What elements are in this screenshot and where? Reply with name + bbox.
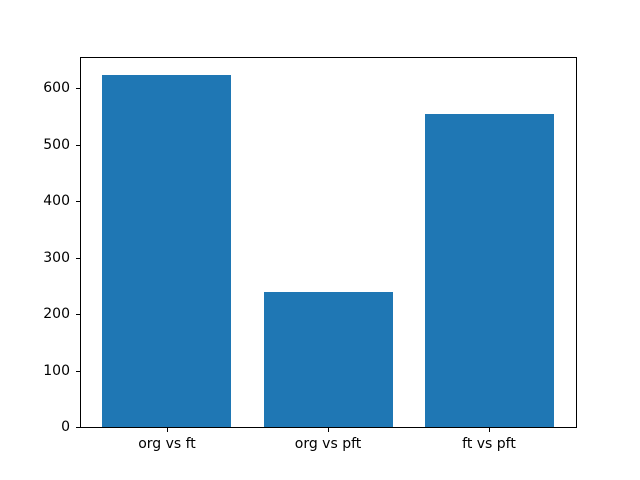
y-tick-mark — [76, 88, 80, 89]
x-tick-label: ft vs pft — [462, 436, 516, 452]
x-tick-label: org vs ft — [138, 436, 196, 452]
y-tick-label: 400 — [43, 193, 70, 209]
y-tick-mark — [76, 371, 80, 372]
x-tick-label: org vs pft — [294, 436, 362, 452]
y-tick-label: 600 — [43, 80, 70, 96]
y-tick-mark — [76, 314, 80, 315]
x-tick-mark — [328, 428, 329, 432]
y-tick-label: 100 — [43, 363, 70, 379]
y-tick-label: 200 — [43, 306, 70, 322]
x-tick-mark — [167, 428, 168, 432]
y-tick-label: 0 — [61, 419, 70, 435]
y-tick-mark — [76, 258, 80, 259]
bar — [425, 114, 554, 427]
y-tick-label: 500 — [43, 137, 70, 153]
bar — [264, 292, 393, 427]
y-tick-label: 300 — [43, 250, 70, 266]
bar — [102, 75, 231, 427]
y-tick-mark — [76, 201, 80, 202]
y-tick-mark — [76, 145, 80, 146]
x-tick-mark — [489, 428, 490, 432]
y-tick-mark — [76, 427, 80, 428]
